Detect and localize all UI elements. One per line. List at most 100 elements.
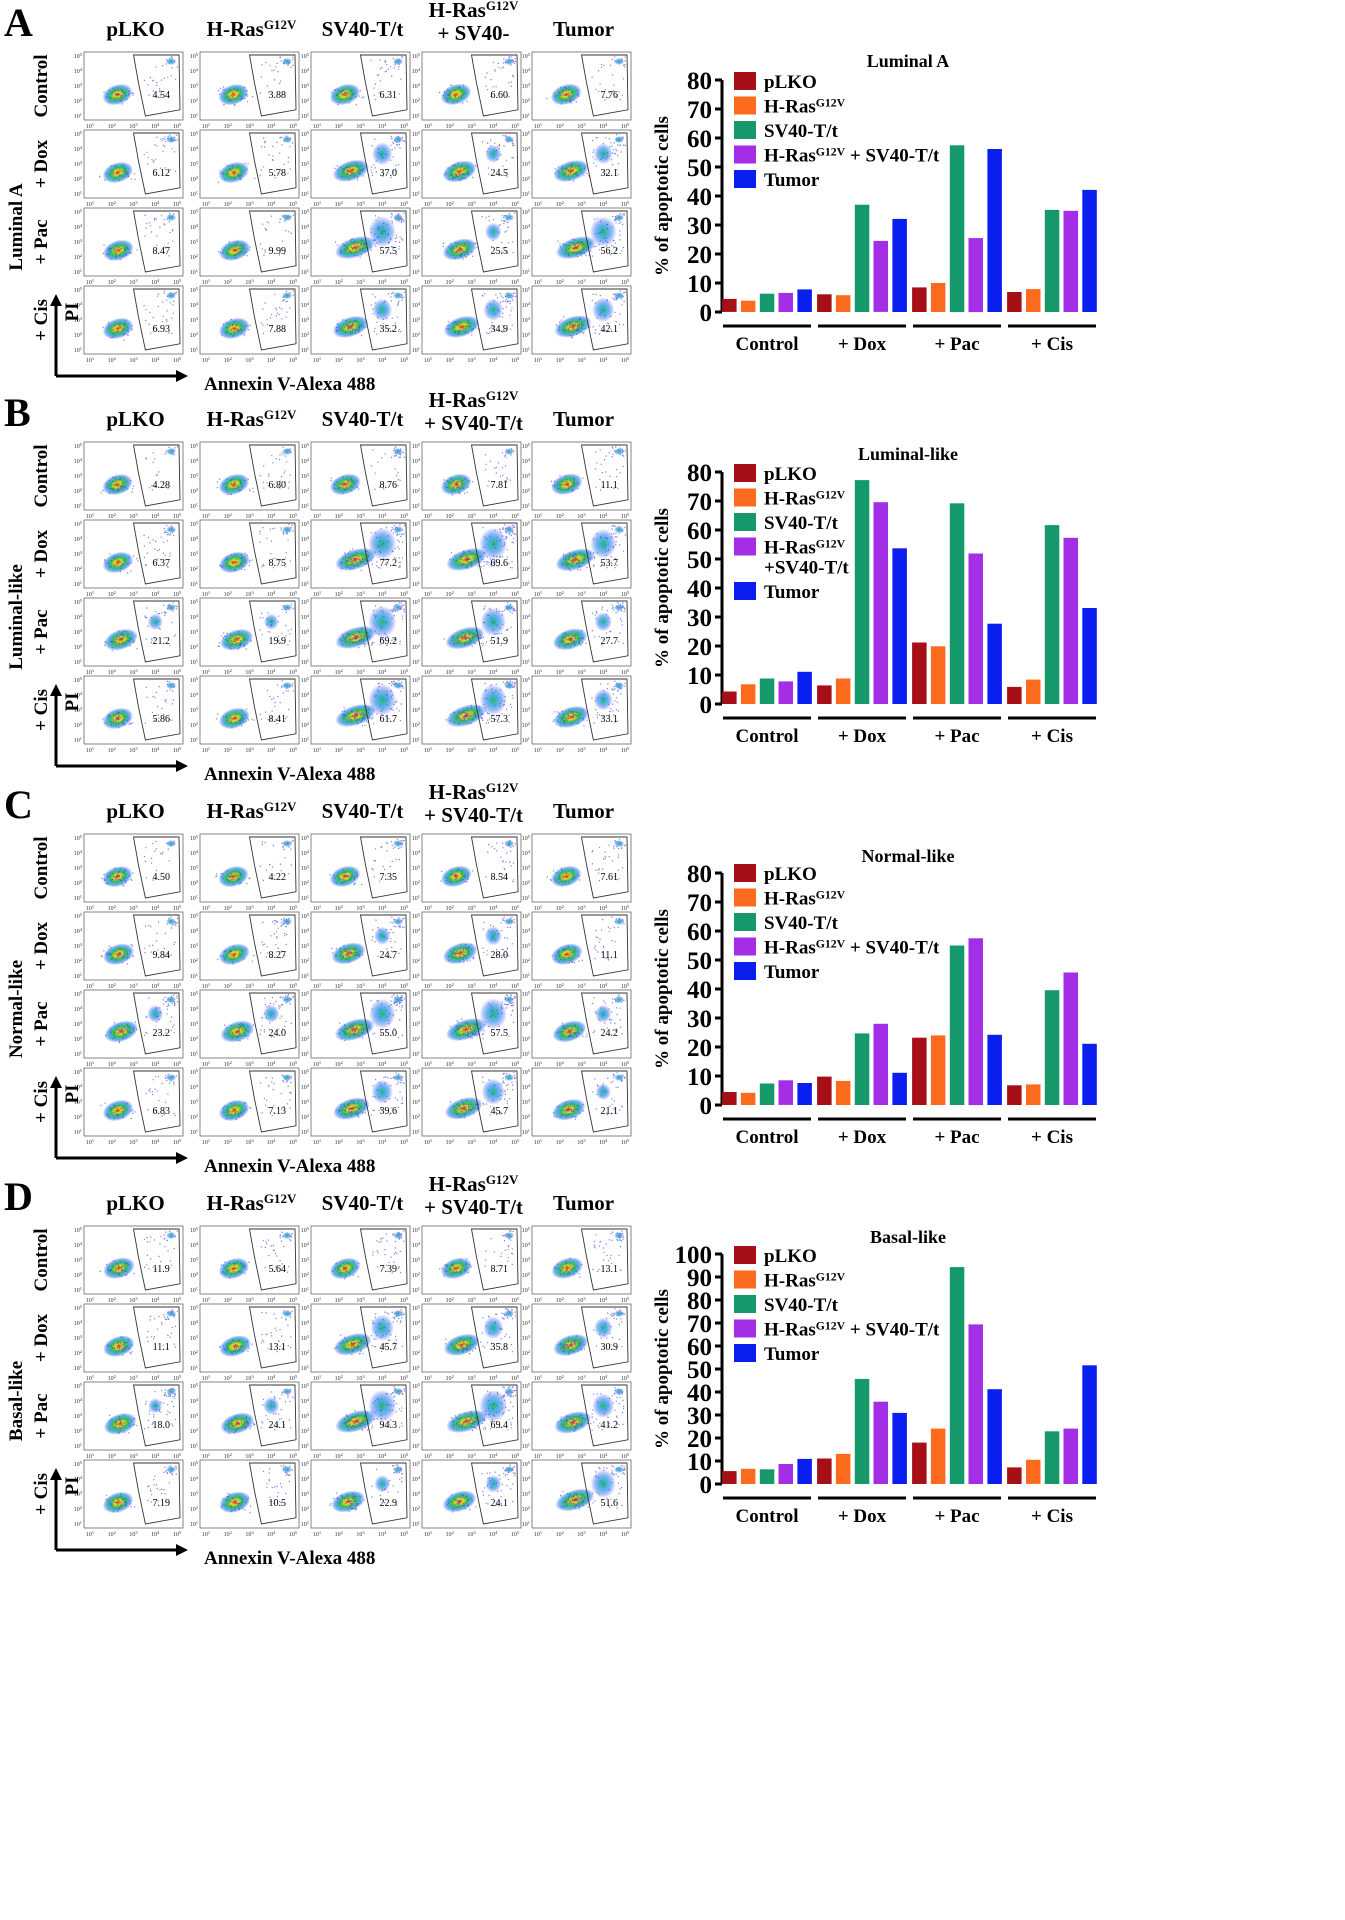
flow-x-tick: 105 [289, 668, 298, 677]
flow-y-tick-base: 10 [74, 240, 80, 246]
flow-x-tick: 101 [86, 1374, 94, 1383]
flow-x-tick: 104 [378, 1138, 387, 1147]
flow-x-tick-base: 10 [151, 280, 157, 286]
flow-x-tick-base: 10 [289, 1376, 295, 1382]
flow-y-tick-exp: 1 [418, 657, 420, 662]
flow-x-tick-base: 10 [534, 592, 540, 598]
gate-percentage: 45.7 [490, 1106, 508, 1117]
flow-y-tick-exp: 5 [80, 1068, 83, 1073]
flow-x-tick-base: 10 [173, 906, 179, 912]
gate-percentage: 35.2 [379, 324, 397, 335]
flow-y-tick-exp: 2 [307, 252, 309, 257]
flow-y-tick-exp: 4 [196, 1475, 199, 1480]
flow-x-tick-exp: 3 [473, 1138, 476, 1143]
flow-x-tick: 102 [446, 746, 454, 755]
flow-x-tick-exp: 4 [157, 1374, 160, 1379]
flow-y-tick: 101 [522, 657, 530, 666]
flow-density-apoptotic [370, 1314, 394, 1341]
chart-x-tick-label: + Pac [934, 334, 979, 355]
flow-x-tick: 105 [621, 1296, 630, 1305]
flow-x-tick-base: 10 [577, 358, 583, 364]
flow-y-tick: 102 [301, 174, 309, 183]
flow-y-tick-base: 10 [190, 522, 196, 528]
flow-y-tick-base: 10 [522, 1462, 528, 1468]
bar-cis-1 [1026, 1459, 1041, 1484]
flow-density-core [329, 1257, 361, 1280]
flow-y-tick: 104 [190, 1241, 199, 1250]
flow-x-tick: 104 [489, 904, 498, 913]
flow-x-tick-exp: 5 [406, 356, 409, 361]
flow-density-apoptotic [369, 998, 396, 1029]
flow-y-tick-base: 10 [190, 459, 196, 465]
legend-swatch [734, 864, 756, 882]
flow-x-tick: 105 [621, 200, 630, 209]
flow-y-tick-base: 10 [190, 69, 196, 75]
flow-y-tick: 104 [301, 849, 310, 858]
column-header-sup: G12V [264, 17, 297, 32]
flow-x-tick-exp: 4 [495, 1452, 498, 1457]
flow-x-tick-base: 10 [556, 592, 562, 598]
flow-y-tick-base: 10 [74, 1321, 80, 1327]
flow-y-tick: 103 [74, 706, 83, 715]
flow-y-tick: 102 [74, 878, 82, 887]
flow-x-tick-exp: 3 [473, 1374, 476, 1379]
flow-x-tick-base: 10 [424, 1062, 430, 1068]
flow-x-tick-exp: 5 [179, 1530, 182, 1535]
flow-x-tick: 103 [245, 746, 254, 755]
flow-y-tick-base: 10 [412, 1351, 418, 1357]
flow-y-tick-base: 10 [190, 1414, 196, 1420]
flow-x-tick-base: 10 [202, 906, 208, 912]
flow-y-tick-exp: 5 [528, 1460, 531, 1465]
flow-y-tick-base: 10 [74, 645, 80, 651]
flow-y-tick: 104 [412, 301, 421, 310]
flow-y-tick-base: 10 [74, 723, 80, 729]
chart-y-tick-label: 40 [687, 1380, 712, 1407]
flow-y-tick: 103 [74, 1490, 83, 1499]
flow-density-core [554, 1411, 592, 1434]
flow-y-tick: 105 [522, 598, 531, 607]
flow-x-tick-exp: 4 [495, 200, 498, 205]
flow-x-tick-base: 10 [446, 748, 452, 754]
flow-x-tick: 103 [356, 1530, 365, 1539]
flow-y-tick: 104 [412, 1397, 421, 1406]
flow-plot-frame [421, 441, 522, 511]
flow-x-tick: 102 [224, 1296, 232, 1305]
flow-y-tick: 105 [522, 1068, 531, 1077]
flow-y-tick-exp: 3 [418, 316, 421, 321]
legend-label-main: H-Ras [764, 1271, 816, 1292]
flow-x-tick: 103 [577, 982, 586, 991]
flow-y-tick: 103 [522, 238, 531, 247]
gate-percentage: 19.9 [268, 636, 286, 647]
flow-x-tick: 102 [224, 746, 232, 755]
flow-cluster-dead [504, 1232, 515, 1240]
flow-y-tick-exp: 5 [307, 1304, 310, 1309]
flow-y-tick: 104 [190, 849, 199, 858]
flow-x-tick: 104 [489, 278, 498, 287]
flow-y-tick-exp: 5 [418, 990, 421, 995]
legend-label: SV40-T/t [764, 913, 839, 934]
flow-y-tick: 102 [522, 486, 530, 495]
flow-x-tick-exp: 3 [362, 982, 365, 987]
flow-y-tick-base: 10 [190, 630, 196, 636]
flow-y-tick-exp: 5 [528, 1382, 531, 1387]
flow-x-tick-exp: 3 [251, 1296, 254, 1301]
flow-y-tick-base: 10 [74, 1115, 80, 1121]
flow-x-tick-base: 10 [173, 280, 179, 286]
flow-y-tick-exp: 3 [80, 706, 83, 711]
flow-x-tick-exp: 3 [135, 668, 138, 673]
flow-x-tick: 103 [356, 1296, 365, 1305]
flow-y-tick-base: 10 [412, 896, 418, 902]
flow-y-tick: 104 [74, 145, 83, 154]
flow-x-tick-exp: 3 [583, 904, 586, 909]
flow-gate [580, 522, 629, 585]
flow-x-tick-exp: 5 [295, 512, 298, 517]
flow-y-tick-exp: 2 [528, 252, 530, 257]
flow-y-tick: 102 [301, 564, 309, 573]
flow-y-tick-base: 10 [190, 192, 196, 198]
flow-y-tick-exp: 5 [528, 1304, 531, 1309]
flow-x-tick-exp: 2 [341, 278, 343, 283]
flow-y-tick: 101 [412, 501, 420, 510]
flow-x-tick: 103 [356, 278, 365, 287]
gate-percentage: 8.47 [152, 246, 170, 257]
row-label: + Cis [31, 689, 52, 731]
